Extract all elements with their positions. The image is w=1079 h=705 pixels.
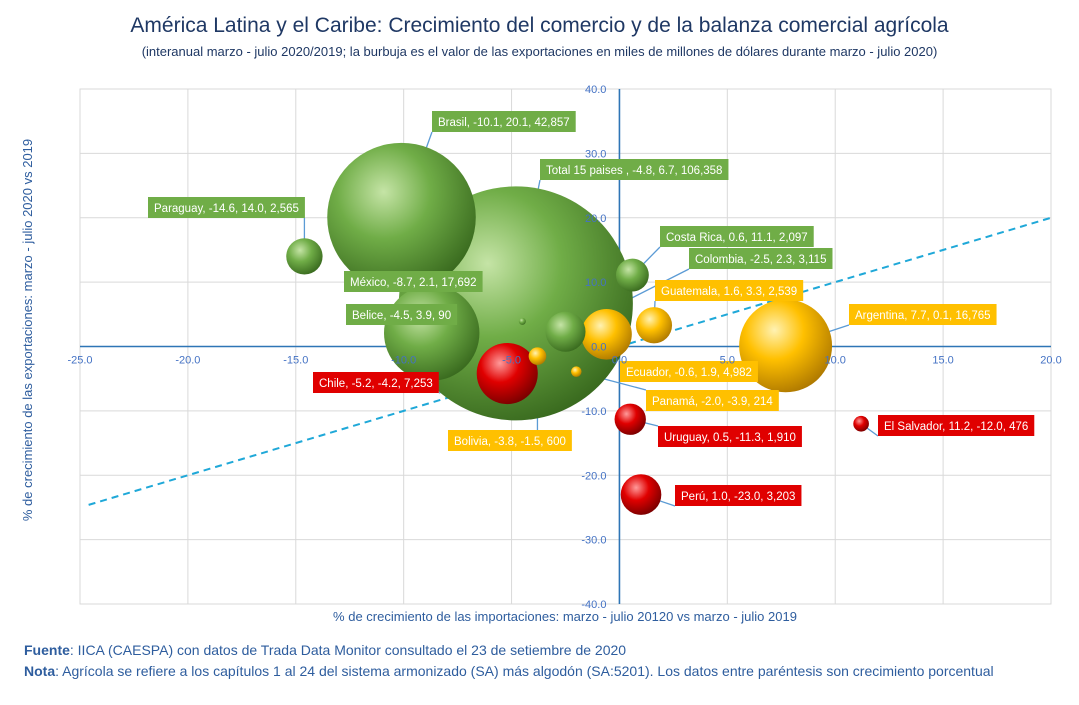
data-labels: Total 15 paises , -4.8, 6.7, 106,358 Bras… bbox=[148, 111, 1035, 506]
data-label: Total 15 paises , -4.8, 6.7, 106,358 bbox=[540, 159, 729, 180]
bubble-argentina bbox=[739, 299, 833, 393]
data-label-box bbox=[660, 226, 814, 247]
data-label-box bbox=[346, 304, 458, 325]
data-label: México, -8.7, 2.1, 17,692 bbox=[344, 271, 483, 292]
data-label-text: Colombia, -2.5, 2.3, 3,115 bbox=[695, 254, 826, 266]
data-label-box bbox=[849, 304, 997, 325]
data-label: Guatemala, 1.6, 3.3, 2,539 bbox=[655, 280, 804, 301]
y-tick-label: -10.0 bbox=[581, 406, 606, 418]
data-label: Costa Rica, 0.6, 11.1, 2,097 bbox=[660, 226, 814, 247]
data-label: Paraguay, -14.6, 14.0, 2,565 bbox=[148, 197, 305, 218]
data-label: Ecuador, -0.6, 1.9, 4,982 bbox=[620, 361, 758, 382]
data-label-box bbox=[148, 197, 305, 218]
bubble-ecuador bbox=[581, 308, 632, 360]
x-axis-label: % de crecimiento de las importaciones: m… bbox=[333, 609, 797, 624]
data-label-text: Total 15 paises , -4.8, 6.7, 106,358 bbox=[546, 165, 722, 177]
note-line: Nota: Agrícola se refiere a los capítulo… bbox=[24, 661, 994, 682]
data-label-box bbox=[313, 372, 439, 393]
data-label-text: Chile, -5.2, -4.2, 7,253 bbox=[319, 378, 433, 390]
x-tick-label: -10.0 bbox=[391, 355, 416, 367]
data-label: Chile, -5.2, -4.2, 7,253 bbox=[313, 372, 439, 393]
data-label: Perú, 1.0, -23.0, 3,203 bbox=[675, 485, 802, 506]
y-tick-label: -30.0 bbox=[581, 535, 606, 547]
chart-subtitle: (interanual marzo - julio 2020/2019; la … bbox=[141, 44, 938, 59]
source-text: : IICA (CAESPA) con datos de Trada Data … bbox=[69, 642, 627, 658]
data-label-box bbox=[689, 248, 833, 269]
y-tick-label: 40.0 bbox=[585, 84, 606, 96]
data-label-text: Argentina, 7.7, 0.1, 16,765 bbox=[855, 310, 991, 322]
data-label-text: Belice, -4.5, 3.9, 90 bbox=[352, 310, 451, 322]
tick-labels: -25.0 -20.0 -15.0 -10.0 -5.0 0.0 5.0 10.0 15.0 20… bbox=[67, 84, 1061, 611]
bubble-brasil bbox=[327, 142, 476, 292]
data-label: Brasil, -10.1, 20.1, 42,857 bbox=[432, 111, 576, 132]
y-tick-label: 20.0 bbox=[585, 213, 606, 225]
data-label-box bbox=[658, 426, 802, 447]
data-label-text: México, -8.7, 2.1, 17,692 bbox=[350, 277, 477, 289]
data-label-box bbox=[540, 159, 729, 180]
data-label: Colombia, -2.5, 2.3, 3,115 bbox=[689, 248, 833, 269]
data-label: Panamá, -2.0, -3.9, 214 bbox=[646, 390, 779, 411]
x-tick-label: -5.0 bbox=[502, 355, 521, 367]
bubble-guatemala bbox=[635, 307, 673, 344]
data-label: Belice, -4.5, 3.9, 90 bbox=[346, 304, 458, 325]
data-label-box bbox=[878, 415, 1035, 436]
bubble-uruguay bbox=[614, 403, 646, 435]
data-label: El Salvador, 11.2, -12.0, 476 bbox=[878, 415, 1035, 436]
source-label: Fuente bbox=[24, 642, 70, 658]
data-label-box bbox=[646, 390, 779, 411]
data-label-text: Perú, 1.0, -23.0, 3,203 bbox=[681, 491, 795, 503]
x-tick-label: -25.0 bbox=[67, 355, 92, 367]
x-tick-label: 15.0 bbox=[932, 355, 953, 367]
data-label-text: Costa Rica, 0.6, 11.1, 2,097 bbox=[666, 232, 808, 244]
bubble-el-salvador bbox=[853, 415, 869, 432]
note-label: Nota bbox=[24, 663, 56, 679]
data-label-box bbox=[655, 280, 804, 301]
data-label-box bbox=[432, 111, 576, 132]
x-tick-label: 5.0 bbox=[720, 355, 735, 367]
source-line: Fuente: IICA (CAESPA) con datos de Trada… bbox=[24, 640, 994, 661]
bubble-colombia bbox=[545, 311, 586, 352]
bubble-bolivia bbox=[528, 347, 547, 365]
bubble-belice bbox=[518, 317, 526, 325]
bubble-paraguay bbox=[286, 238, 323, 275]
bubble-chart: Total 15 paises , -4.8, 6.7, 106,358 Bras… bbox=[20, 84, 1062, 624]
x-tick-label: -20.0 bbox=[175, 355, 200, 367]
y-tick-label: 30.0 bbox=[585, 148, 606, 160]
chart-title: América Latina y el Caribe: Crecimiento … bbox=[130, 14, 949, 37]
x-tick-label: 20.0 bbox=[1040, 355, 1061, 367]
note-text: : Agrícola se refiere a los capítulos 1 … bbox=[55, 663, 994, 679]
data-label-text: Paraguay, -14.6, 14.0, 2,565 bbox=[154, 203, 299, 215]
data-label-box bbox=[344, 271, 483, 292]
data-label-box bbox=[620, 361, 758, 382]
bubble-costa-rica bbox=[615, 258, 649, 292]
y-tick-label: 10.0 bbox=[585, 277, 606, 289]
y-axis-label: % de crecimiento de las exportaciones: m… bbox=[20, 139, 35, 521]
bubbles bbox=[286, 142, 869, 515]
x-tick-label: 0.0 bbox=[612, 355, 627, 367]
data-label: Argentina, 7.7, 0.1, 16,765 bbox=[849, 304, 997, 325]
y-tick-label: 0.0 bbox=[591, 342, 606, 354]
data-label-text: Guatemala, 1.6, 3.3, 2,539 bbox=[661, 286, 797, 298]
data-label-text: El Salvador, 11.2, -12.0, 476 bbox=[884, 421, 1028, 433]
x-tick-label: 10.0 bbox=[825, 355, 846, 367]
data-label-text: Panamá, -2.0, -3.9, 214 bbox=[652, 396, 773, 408]
data-label-text: Uruguay, 0.5, -11.3, 1,910 bbox=[664, 432, 796, 444]
data-label-box bbox=[448, 430, 572, 451]
bubble-chile bbox=[476, 342, 538, 405]
data-label-text: Ecuador, -0.6, 1.9, 4,982 bbox=[626, 367, 752, 379]
bubble-perú bbox=[620, 474, 662, 515]
data-label-text: Bolivia, -3.8, -1.5, 600 bbox=[454, 436, 566, 448]
bubble-panamá bbox=[571, 366, 582, 377]
data-label-box bbox=[675, 485, 802, 506]
y-tick-label: -20.0 bbox=[581, 470, 606, 482]
data-label: Bolivia, -3.8, -1.5, 600 bbox=[448, 430, 572, 451]
y-tick-label: -40.0 bbox=[581, 599, 606, 611]
footer: Fuente: IICA (CAESPA) con datos de Trada… bbox=[24, 640, 994, 682]
data-label-text: Brasil, -10.1, 20.1, 42,857 bbox=[438, 117, 570, 129]
data-label: Uruguay, 0.5, -11.3, 1,910 bbox=[658, 426, 802, 447]
x-tick-label: -15.0 bbox=[283, 355, 308, 367]
